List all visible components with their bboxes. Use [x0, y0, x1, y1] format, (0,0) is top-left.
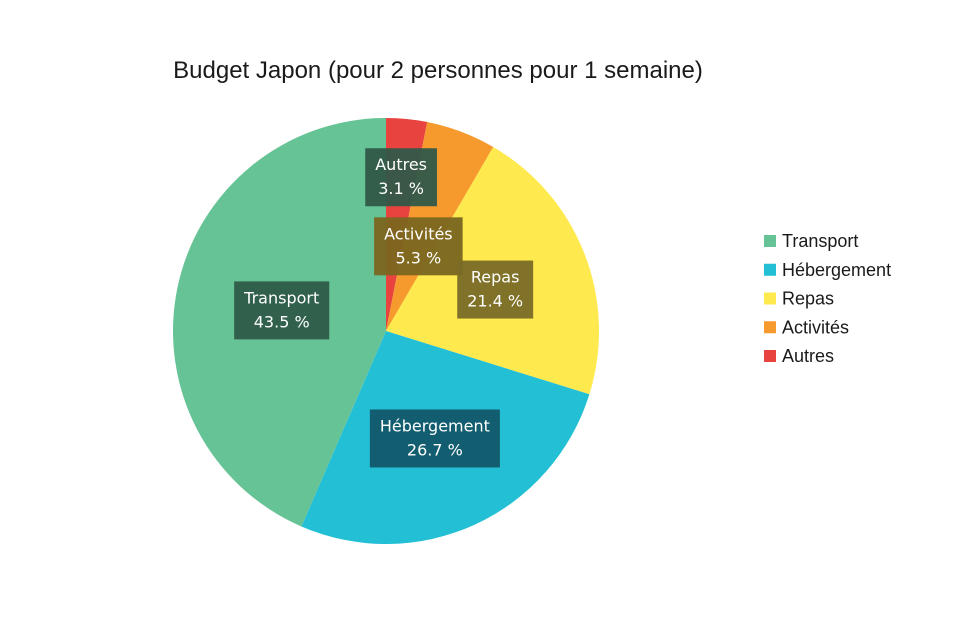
slice-label-hebergement: Hébergement 26.7 %: [369, 409, 500, 468]
slice-label-name: Activités: [384, 224, 453, 243]
legend-label: Hébergement: [782, 260, 891, 280]
slice-label-name: Hébergement: [380, 416, 490, 435]
slice-label-box: [369, 409, 500, 468]
legend-label: Transport: [782, 231, 858, 251]
legend-label: Repas: [782, 289, 834, 309]
slice-label-repas: Repas 21.4 %: [457, 260, 534, 319]
slice-label-name: Transport: [243, 288, 319, 307]
legend-swatch: [764, 321, 776, 334]
legend-swatch: [764, 235, 776, 247]
legend: Transport Hébergement Repas Activités Autres: [764, 231, 891, 366]
legend-item-autres: Autres: [764, 346, 834, 366]
slice-label-box: [365, 148, 438, 207]
legend-item-activites: Activités: [764, 317, 849, 337]
legend-swatch: [764, 350, 776, 362]
slice-label-name: Repas: [471, 268, 520, 287]
chart-title: Budget Japon (pour 2 personnes pour 1 se…: [173, 57, 703, 84]
slice-label-box: [457, 260, 534, 319]
slice-label-value: 3.1 %: [378, 179, 424, 198]
legend-swatch: [764, 263, 776, 276]
slice-labels: Autres 3.1 % Activités 5.3 % Repas 21.4 % Hébe…: [234, 148, 534, 468]
slice-label-value: 5.3 %: [396, 248, 442, 267]
slice-label-value: 21.4 %: [467, 292, 523, 311]
slice-label-transport: Transport 43.5 %: [234, 281, 330, 340]
slice-label-box: [234, 281, 330, 340]
legend-item-repas: Repas: [764, 289, 834, 309]
legend-label: Autres: [782, 346, 834, 366]
slice-label-name: Autres: [375, 155, 427, 174]
legend-swatch: [764, 292, 776, 305]
legend-item-hebergement: Hébergement: [764, 260, 891, 280]
slice-label-value: 43.5 %: [254, 312, 310, 331]
legend-item-transport: Transport: [764, 231, 858, 251]
legend-label: Activités: [782, 317, 849, 337]
slice-label-autres: Autres 3.1 %: [365, 148, 438, 207]
slice-label-box: [374, 217, 463, 276]
slice-label-value: 26.7 %: [407, 440, 463, 459]
slice-label-activites: Activités 5.3 %: [374, 217, 463, 276]
